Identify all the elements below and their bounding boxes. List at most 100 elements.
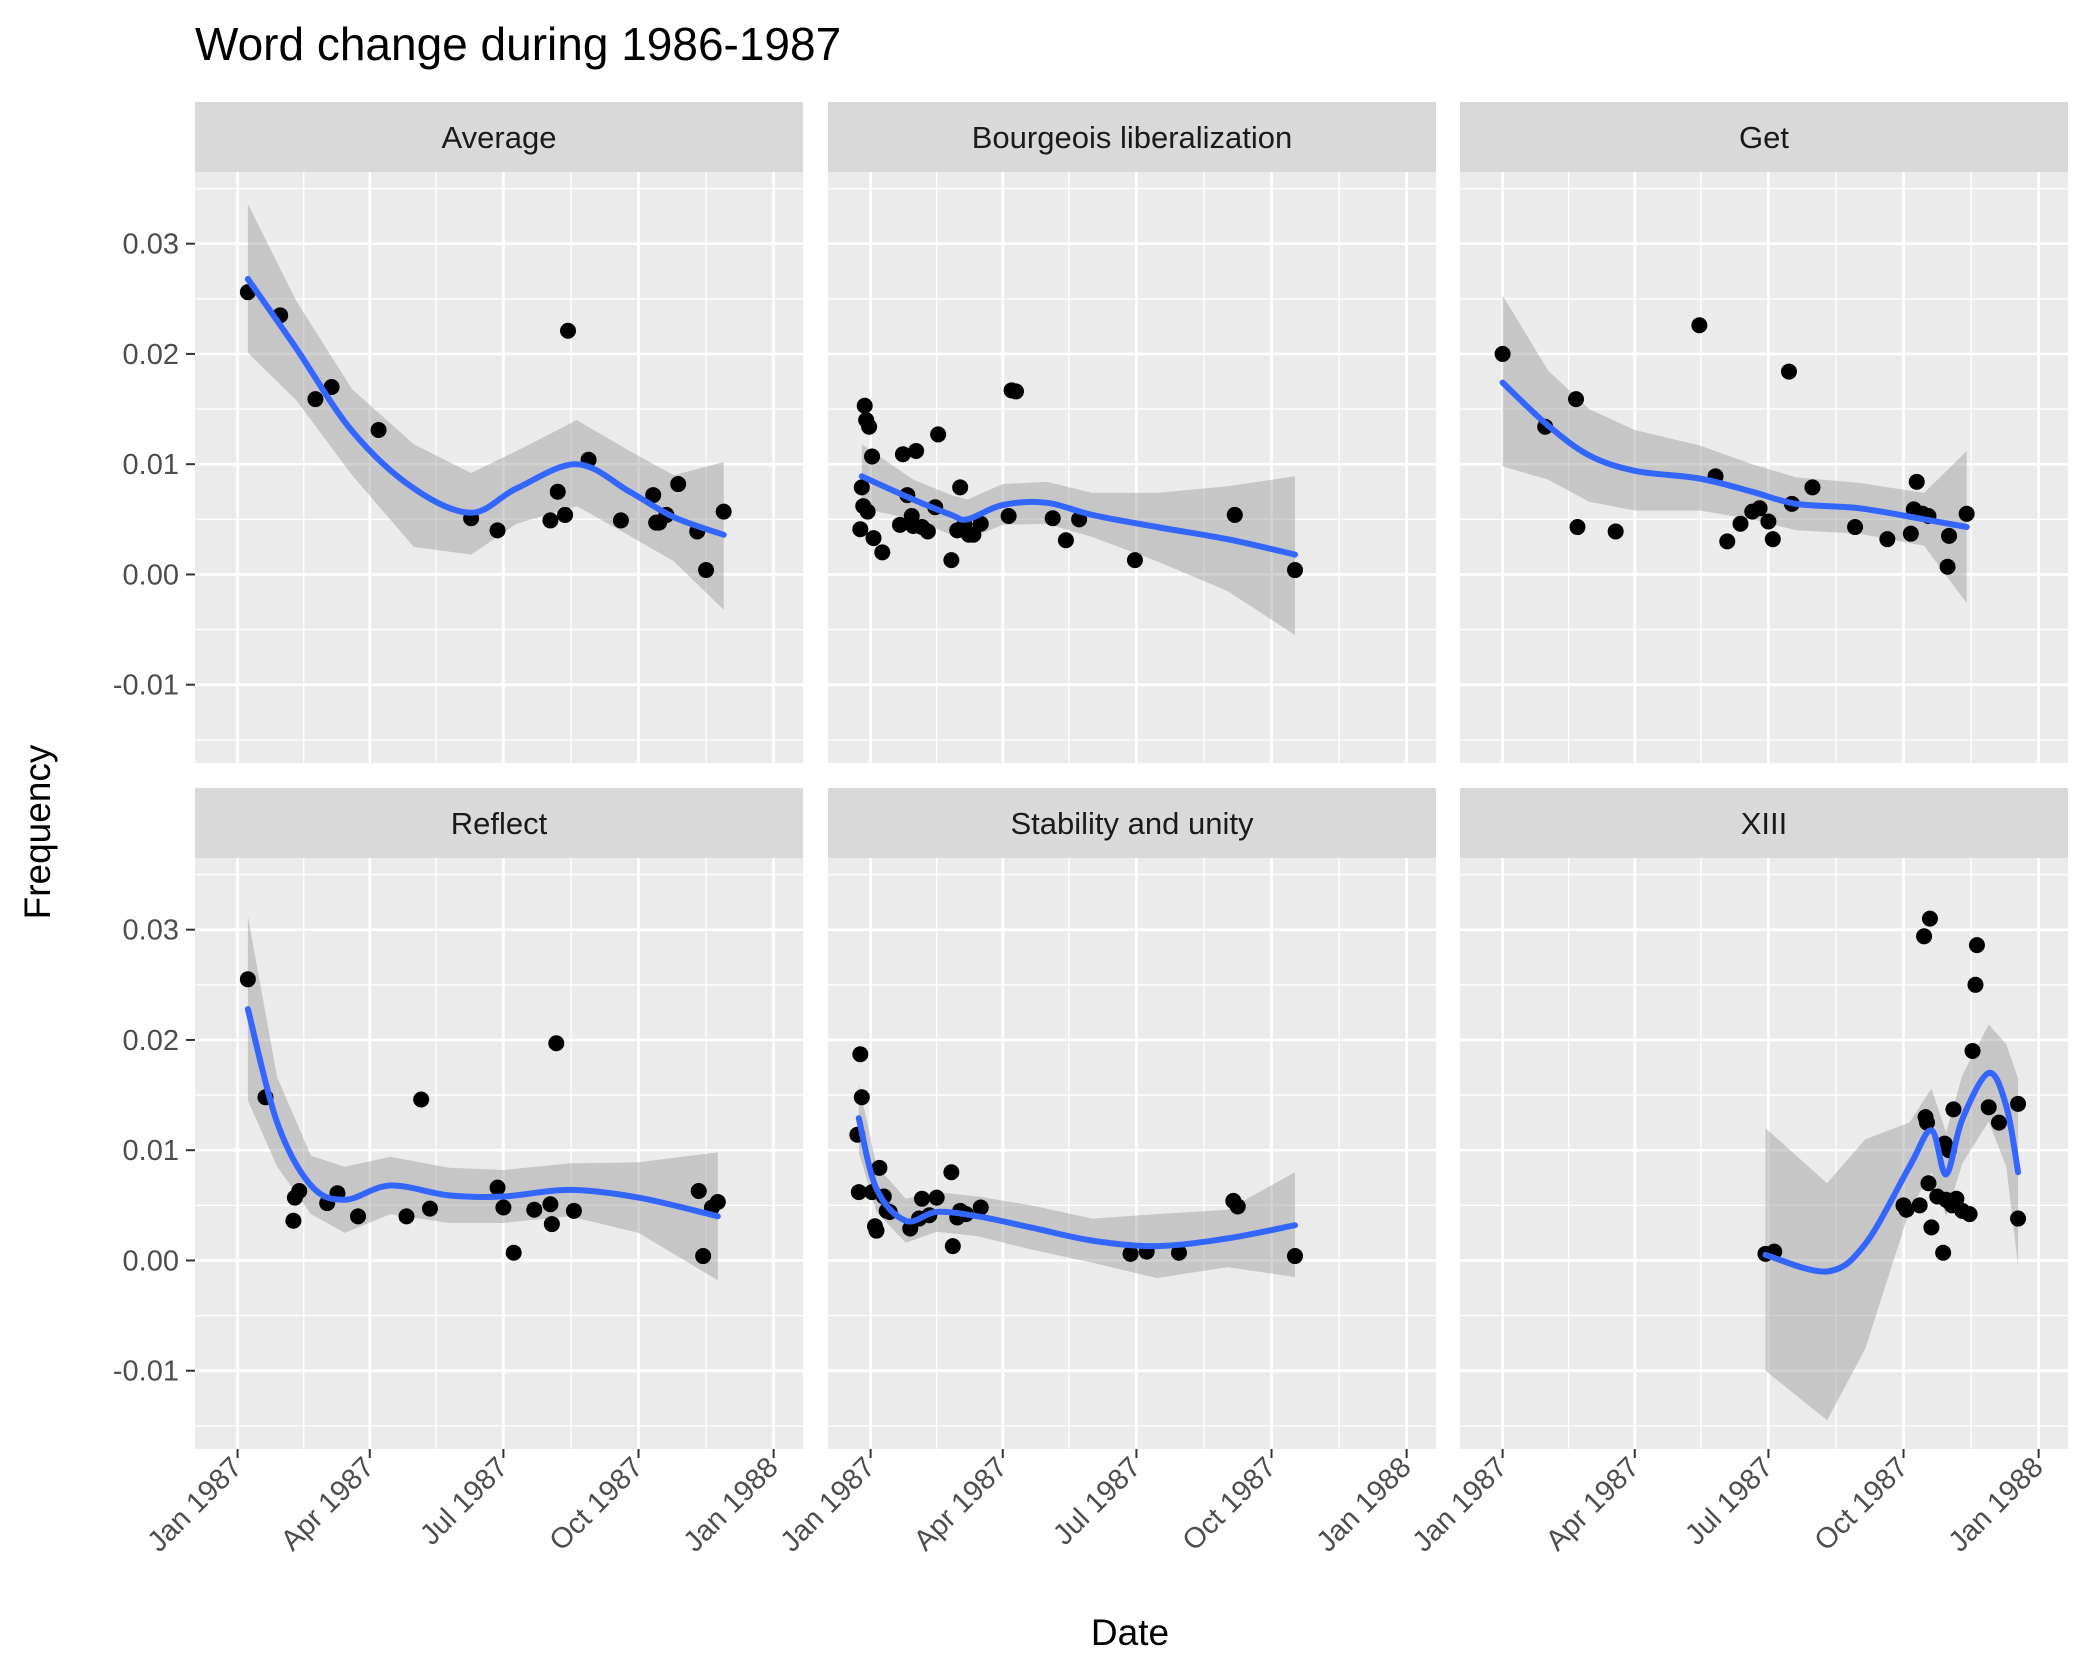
data-point [323,379,340,396]
y-tick-label: -0.01 [113,670,179,702]
facet-strip [1460,788,2068,858]
data-point [398,1208,415,1225]
y-tick-label: -0.01 [113,1356,179,1388]
panel-background [1460,172,2068,763]
x-axis-ticks: Jan 1987 Apr 1987 Jul 1987 Oct 1987 Jan 1988… [142,1449,2050,1558]
data-point [542,1196,559,1213]
data-point [972,1199,989,1216]
facet-strip-label: Bourgeois liberalization [972,120,1293,155]
panel-background [1460,858,2068,1449]
data-point [1569,519,1586,536]
data-point [891,516,908,533]
panels-layer: Average Bourgeois liberalization Get Reflec… [195,102,2068,1449]
data-point [612,512,629,529]
data-point [698,562,715,579]
data-point [560,322,577,339]
data-point [489,522,506,539]
data-point [1916,928,1933,945]
x-tick-label: Oct 1987 [1177,1451,1283,1557]
x-axis-title: Date [1091,1612,1169,1653]
data-point [307,391,324,408]
facet-strip-label: Get [1739,120,1789,155]
data-point [1122,1245,1139,1262]
data-point [859,503,876,520]
data-point [1911,1197,1928,1214]
data-point [1568,391,1585,408]
data-point [709,1194,726,1211]
data-point [1990,1114,2007,1131]
x-tick-label: Jan 1987 [142,1451,249,1558]
data-point [952,479,969,496]
data-point [850,1184,867,1201]
facet-strip-label: Average [442,120,557,155]
data-point [549,483,566,500]
data-point [1923,1219,1940,1236]
data-point [1226,506,1243,523]
y-tick-label: 0.01 [123,449,179,481]
data-point [871,1159,888,1176]
data-point [1967,976,1984,993]
facet-strip [828,788,1436,858]
data-point [505,1244,522,1261]
data-point [1948,1190,1965,1207]
x-tick-label: Jul 1987 [414,1451,514,1551]
data-point [865,530,882,547]
data-point [285,1212,302,1229]
y-axis-title: Frequency [17,744,58,919]
data-point [1898,1201,1915,1218]
y-tick-label: 0.01 [123,1135,179,1167]
data-point [1879,531,1896,548]
data-point [853,479,870,496]
data-point [645,487,662,504]
data-point [1980,1099,1997,1116]
facet-strip-label: XIII [1741,806,1788,841]
data-point [1607,523,1624,540]
data-point [1780,363,1797,380]
data-point [1764,531,1781,548]
data-point [930,426,947,443]
facet-panel: Get [1460,102,2068,763]
data-point [370,422,387,439]
facet-panel: Average [195,102,803,763]
smooth-line [244,1006,721,1220]
data-point [856,397,873,414]
data-point [852,1046,869,1063]
data-point [239,971,256,988]
panel-background [828,172,1436,763]
data-point [1229,1198,1246,1215]
x-tick-label: Apr 1987 [908,1451,1014,1557]
smooth-line [244,276,727,538]
data-point [1719,533,1736,550]
data-point [1494,345,1511,362]
data-point [1935,1244,1952,1261]
facet-panel: Bourgeois liberalization [828,102,1436,763]
data-point [1941,527,1958,544]
data-point [695,1248,712,1265]
data-point [1287,1248,1304,1265]
chart-title: Word change during 1986-1987 [195,18,841,70]
confidence-band [861,444,1295,636]
y-tick-label: 0.02 [123,339,179,371]
data-point [1908,473,1925,490]
x-tick-label: Jan 1987 [1407,1451,1514,1558]
data-point [1964,1042,1981,1059]
data-point [1000,508,1017,525]
data-point [1945,1101,1962,1118]
smooth-line [858,473,1298,558]
data-point [868,1222,885,1239]
x-tick-label: Jan 1987 [775,1451,882,1558]
data-point [1968,937,1985,954]
data-point [715,503,732,520]
data-point [291,1182,308,1199]
y-tick-label: 0.03 [123,915,179,947]
panel-background [828,858,1436,1449]
facet-panel: Stability and unity [828,788,1436,1449]
data-point [908,442,925,459]
data-point [853,1089,870,1106]
facet-strip [828,102,1436,172]
data-point [1760,513,1777,530]
smooth-line [1762,1069,2022,1275]
data-point [1751,500,1768,517]
data-point [1044,510,1061,527]
